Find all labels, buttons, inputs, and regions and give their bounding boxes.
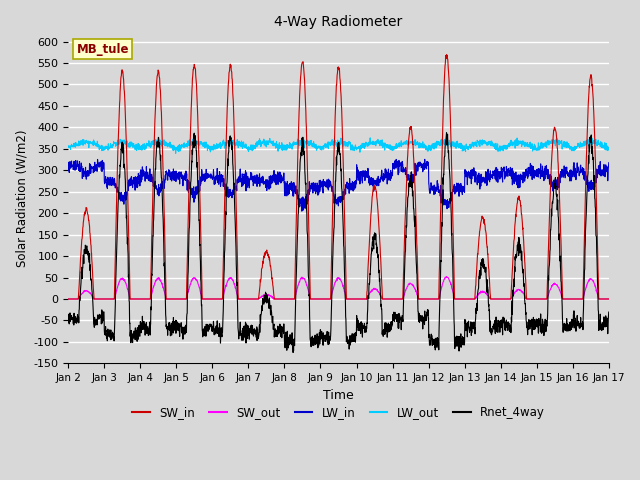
Title: 4-Way Radiometer: 4-Way Radiometer bbox=[275, 15, 403, 29]
X-axis label: Time: Time bbox=[323, 389, 354, 402]
Y-axis label: Solar Radiation (W/m2): Solar Radiation (W/m2) bbox=[15, 130, 28, 267]
Legend: SW_in, SW_out, LW_in, LW_out, Rnet_4way: SW_in, SW_out, LW_in, LW_out, Rnet_4way bbox=[127, 401, 550, 423]
Text: MB_tule: MB_tule bbox=[76, 43, 129, 56]
